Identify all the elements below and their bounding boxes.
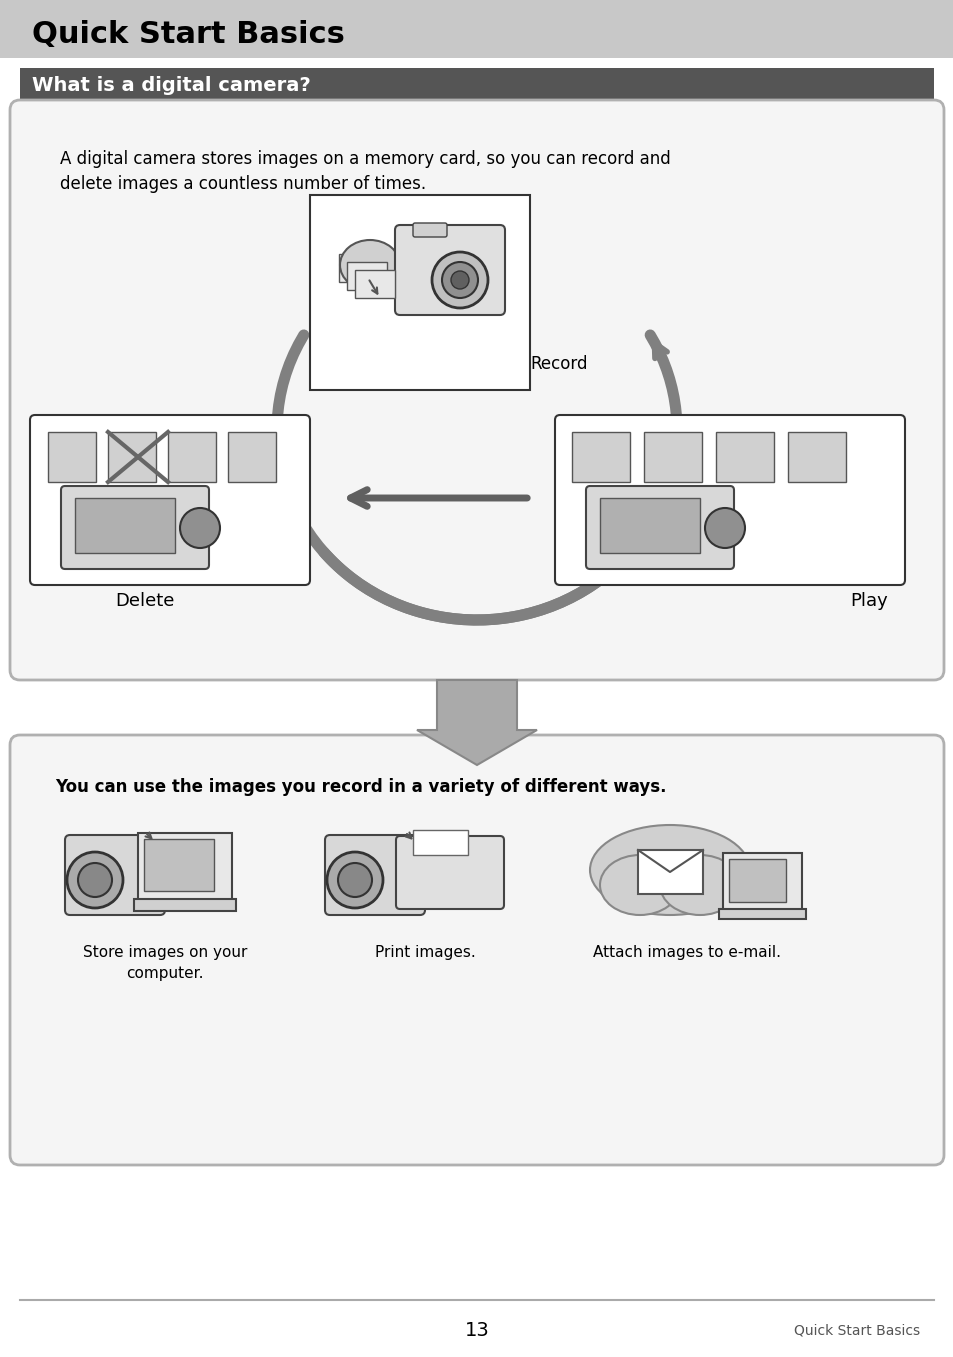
Circle shape [451,271,469,289]
FancyBboxPatch shape [643,432,701,482]
Circle shape [704,508,744,548]
Circle shape [78,863,112,897]
FancyBboxPatch shape [10,100,943,680]
Circle shape [337,863,372,897]
Circle shape [180,508,220,548]
Ellipse shape [599,855,679,915]
FancyBboxPatch shape [138,833,232,902]
FancyBboxPatch shape [787,432,845,482]
FancyBboxPatch shape [48,432,96,482]
FancyBboxPatch shape [395,836,503,909]
FancyBboxPatch shape [0,0,953,58]
FancyBboxPatch shape [719,909,805,919]
FancyArrow shape [416,680,537,765]
Ellipse shape [659,855,740,915]
FancyBboxPatch shape [638,849,702,894]
Text: Store images on your
computer.: Store images on your computer. [83,944,247,981]
FancyBboxPatch shape [355,270,395,299]
FancyBboxPatch shape [10,735,943,1166]
FancyBboxPatch shape [65,835,165,915]
Text: Delete: Delete [115,592,174,611]
FancyBboxPatch shape [413,223,447,237]
FancyBboxPatch shape [75,498,174,554]
Text: Record: Record [530,356,587,373]
FancyBboxPatch shape [716,432,773,482]
Text: Play: Play [849,592,887,611]
FancyBboxPatch shape [599,498,700,554]
FancyBboxPatch shape [572,432,629,482]
Text: Quick Start Basics: Quick Start Basics [32,19,345,49]
Text: 13: 13 [464,1320,489,1339]
FancyBboxPatch shape [347,262,387,290]
FancyBboxPatch shape [61,486,209,569]
FancyBboxPatch shape [144,839,213,892]
FancyBboxPatch shape [338,254,378,282]
FancyBboxPatch shape [228,432,275,482]
Text: You can use the images you record in a variety of different ways.: You can use the images you record in a v… [55,778,666,797]
FancyBboxPatch shape [722,854,801,912]
Circle shape [441,262,477,299]
FancyBboxPatch shape [108,432,156,482]
Text: Quick Start Basics: Quick Start Basics [793,1323,919,1337]
Ellipse shape [339,240,399,290]
FancyBboxPatch shape [30,415,310,585]
Circle shape [432,252,488,308]
Circle shape [327,852,382,908]
FancyBboxPatch shape [413,830,468,855]
FancyBboxPatch shape [395,225,504,315]
FancyBboxPatch shape [20,68,933,102]
Text: Print images.: Print images. [375,944,475,959]
FancyBboxPatch shape [133,898,235,911]
Text: Attach images to e-mail.: Attach images to e-mail. [593,944,781,959]
FancyBboxPatch shape [168,432,215,482]
FancyBboxPatch shape [555,415,904,585]
FancyBboxPatch shape [585,486,733,569]
Ellipse shape [589,825,749,915]
Text: A digital camera stores images on a memory card, so you can record and
delete im: A digital camera stores images on a memo… [60,151,670,193]
Circle shape [67,852,123,908]
FancyBboxPatch shape [325,835,424,915]
FancyBboxPatch shape [310,195,530,389]
Text: What is a digital camera?: What is a digital camera? [32,76,311,95]
FancyBboxPatch shape [728,859,785,902]
